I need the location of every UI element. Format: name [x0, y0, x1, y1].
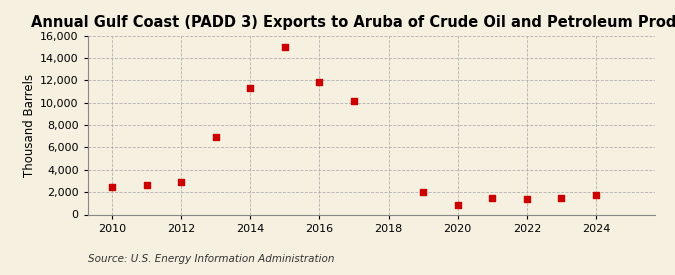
- Title: Annual Gulf Coast (PADD 3) Exports to Aruba of Crude Oil and Petroleum Products: Annual Gulf Coast (PADD 3) Exports to Ar…: [31, 15, 675, 31]
- Point: [556, 196, 567, 200]
- Point: [452, 203, 463, 207]
- Point: [279, 45, 290, 50]
- Text: Source: U.S. Energy Information Administration: Source: U.S. Energy Information Administ…: [88, 254, 334, 264]
- Point: [176, 180, 186, 184]
- Point: [314, 80, 325, 84]
- Point: [107, 184, 117, 189]
- Point: [521, 197, 532, 202]
- Point: [487, 196, 497, 200]
- Point: [141, 183, 152, 187]
- Point: [211, 135, 221, 139]
- Point: [245, 86, 256, 90]
- Point: [418, 189, 429, 194]
- Y-axis label: Thousand Barrels: Thousand Barrels: [23, 73, 36, 177]
- Point: [591, 193, 601, 197]
- Point: [348, 99, 359, 103]
